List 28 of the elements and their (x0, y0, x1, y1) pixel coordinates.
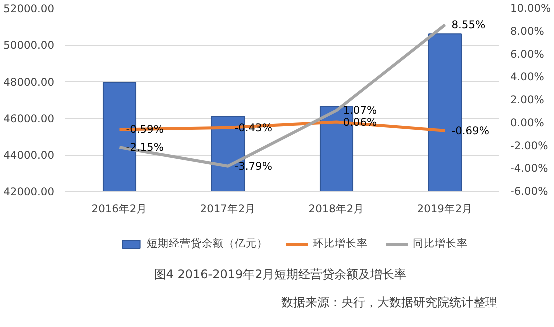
y-tick-label: 48000.00 (4, 76, 55, 89)
y2-tick-label: -2.00% (510, 139, 548, 152)
x-tick-label: 2016年2月 (92, 202, 148, 216)
y2-tick-label: -6.00% (510, 185, 548, 198)
y2-tick-label: -4.00% (510, 162, 548, 176)
y2-tick-label: 2.00% (510, 94, 544, 107)
y2-tick-label: 10.00% (510, 2, 552, 15)
x-tick-label: 2019年2月 (417, 202, 474, 216)
text: 图4 2016-2019年2月短期经营贷余额及增长率 (154, 268, 407, 282)
y2-tick-label: 4.00% (510, 70, 544, 84)
y2-tick-label: 8.00% (510, 24, 544, 38)
y2-tick-label: 6.00% (510, 48, 544, 61)
data-label: -0.43% (234, 121, 272, 134)
y-tick-label: 44000.00 (4, 149, 55, 162)
x-tick-label: 2018年2月 (308, 202, 365, 216)
data-label: 0.06% (343, 116, 378, 129)
data-label: -2.15% (126, 141, 164, 154)
y-tick-label: 52000.00 (4, 2, 55, 16)
y-tick-label: 46000.00 (4, 112, 55, 126)
legend-label: 同比增长率 (413, 237, 468, 251)
legend-label: 环比增长率 (313, 237, 368, 251)
y-tick-label: 50000.00 (4, 39, 55, 52)
y-tick-label: 42000.00 (4, 186, 55, 199)
data-label: 8.55% (452, 18, 486, 32)
source-note: 数据来源：央行，大数据研究院统计整理 (282, 296, 498, 310)
legend-label: 短期经营贷余额（亿元） (147, 237, 268, 251)
x-tick-label: 2017年2月 (200, 202, 256, 216)
y2-tick-label: 0.00% (510, 116, 544, 130)
